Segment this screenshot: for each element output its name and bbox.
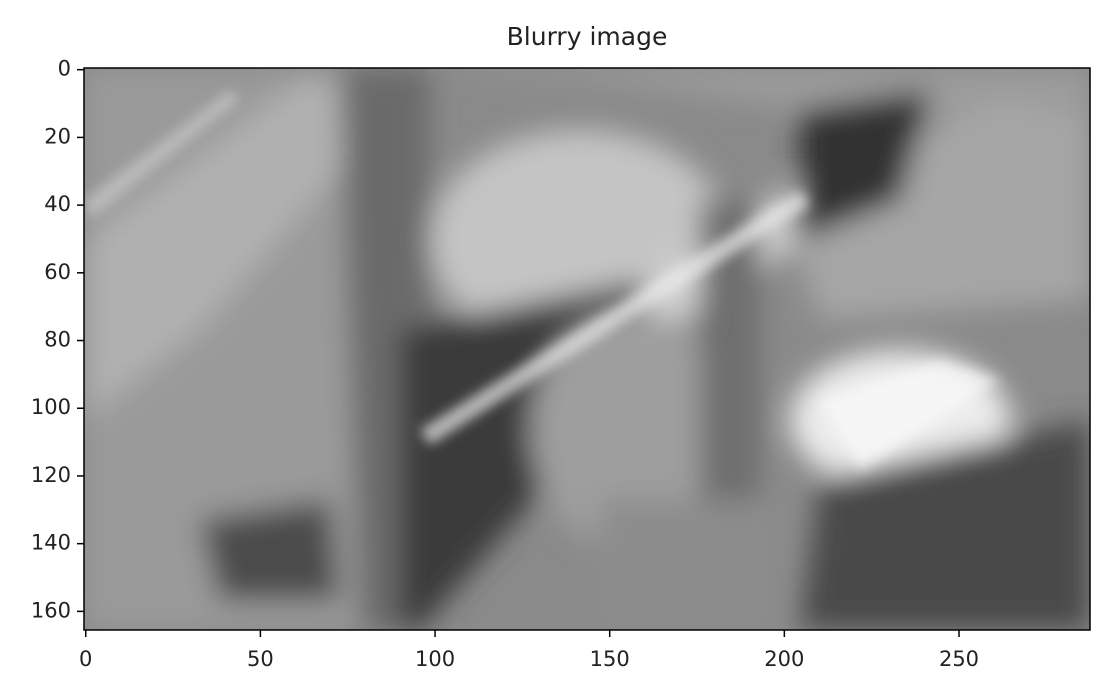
y-tick-label: 140 (31, 531, 71, 555)
x-tick-label: 150 (590, 647, 630, 671)
x-tick-label: 250 (939, 647, 979, 671)
x-tick-label: 0 (79, 647, 92, 671)
y-tick-label: 20 (44, 124, 71, 148)
axes-frame (83, 67, 1091, 631)
y-tick-label: 160 (31, 598, 71, 622)
x-tick-label: 100 (415, 647, 455, 671)
y-tick-label: 80 (44, 328, 71, 352)
y-tick-label: 100 (31, 395, 71, 419)
y-tick-label: 120 (31, 463, 71, 487)
chart-title: Blurry image (507, 22, 668, 51)
y-tick-label: 40 (44, 192, 71, 216)
y-tick-label: 0 (58, 57, 71, 81)
x-tick-label: 200 (764, 647, 804, 671)
x-tick-label: 50 (247, 647, 274, 671)
y-tick-label: 60 (44, 260, 71, 284)
image (84, 68, 1090, 630)
